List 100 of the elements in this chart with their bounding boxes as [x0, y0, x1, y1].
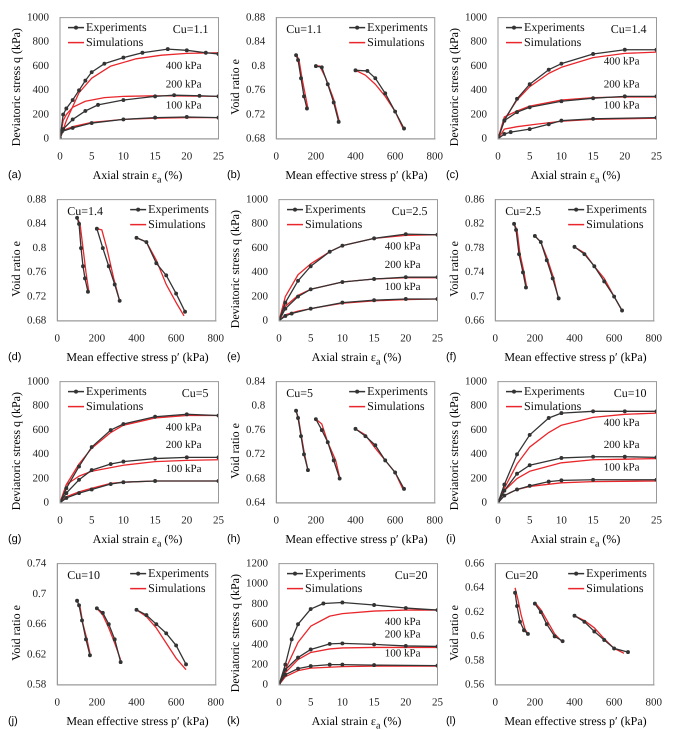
annotation: Cu=1.1 — [172, 22, 208, 36]
y-tick-label: 1000 — [465, 11, 488, 24]
y-tick-label: 0.78 — [465, 242, 485, 254]
x-tick-label: 25 — [213, 150, 224, 162]
y-axis-title: Deviatoric stress q (kPa) — [228, 210, 242, 328]
x-tick-label: 25 — [651, 150, 662, 162]
y-tick-label: 200 — [32, 472, 50, 484]
x-tick-label: 800 — [646, 332, 662, 344]
annotation: Cu=1.4 — [67, 204, 104, 218]
legend-label: Simulations — [367, 398, 425, 413]
x-tick-label: 20 — [400, 696, 412, 708]
x-tick-label: 0 — [492, 696, 498, 708]
x-tick-label: 0 — [57, 150, 64, 162]
x-axis-title: Axial strain ε$_{a}$ (%) — [310, 714, 402, 730]
x-tick-label: 0 — [276, 696, 282, 708]
y-tick-label: 0.62 — [27, 648, 46, 660]
x-axis-title: Axial strain ε$_{a}$ (%) — [92, 168, 184, 186]
x-tick-label: 200 — [308, 150, 325, 162]
legend-label: Experiments — [148, 202, 210, 216]
x-tick-label: 15 — [588, 150, 600, 162]
annotation: 100 kPa — [604, 462, 640, 474]
x-tick-label: 0 — [54, 696, 60, 708]
x-tick-label: 400 — [128, 332, 146, 344]
legend-label: Experiments — [586, 202, 648, 216]
y-axis-title: Void ratio e — [446, 605, 462, 661]
annotation: 200 kPa — [384, 259, 421, 272]
text: (h) — [227, 533, 240, 545]
legend-label: Simulations — [586, 580, 644, 595]
y-tick-label: 0.72 — [246, 108, 266, 120]
text: (b) — [227, 169, 240, 181]
annotation: 100 kPa — [384, 280, 421, 293]
x-tick-label: 20 — [400, 332, 412, 344]
annotation: Cu=10 — [67, 568, 100, 582]
x-tick-label: 600 — [386, 514, 404, 526]
y-tick-label: 0 — [262, 678, 268, 691]
y-axis-title: Deviatoric stress q (kPa) — [8, 28, 24, 146]
y-tick-label: 1000 — [246, 193, 268, 206]
y-tick-label: 0.82 — [465, 218, 484, 230]
x-tick-label: 5 — [308, 696, 314, 708]
x-tick-label: 0 — [492, 332, 498, 344]
annotation: 400 kPa — [166, 421, 202, 434]
x-tick-label: 600 — [606, 332, 623, 344]
x-axis-title: Mean effective stress p′ (kPa) — [284, 168, 429, 183]
x-axis-title: Axial strain ε$_{a}$ (%) — [530, 532, 622, 550]
x-tick-label: 10 — [118, 514, 130, 526]
x-tick-label: 800 — [426, 150, 444, 162]
y-axis-title: Void ratio e — [228, 59, 242, 115]
y-axis-title: Void ratio e — [8, 605, 24, 661]
y-tick-label: 800 — [470, 36, 488, 48]
y-tick-label: 0.68 — [27, 314, 47, 327]
x-axis-title: Mean effective stress p′ (kPa) — [284, 532, 429, 547]
y-tick-label: 0.64 — [465, 582, 485, 594]
legend-label: Experiments — [148, 566, 210, 580]
y-tick-label: 0.84 — [246, 375, 266, 388]
y-tick-label: 200 — [252, 658, 268, 670]
y-tick-label: 600 — [32, 60, 50, 72]
legend-label: Simulations — [86, 34, 144, 49]
x-tick-label: 0 — [54, 332, 60, 344]
annotation: Cu=2.5 — [505, 204, 542, 218]
y-tick-label: 800 — [32, 36, 50, 48]
legend-label: Experiments — [86, 384, 147, 398]
x-tick-label: 400 — [128, 696, 146, 708]
text: (k) — [227, 715, 240, 727]
x-tick-label: 600 — [168, 332, 185, 344]
y-tick-label: 600 — [252, 242, 268, 254]
y-tick-label: 0 — [44, 132, 50, 145]
annotation: 400 kPa — [604, 417, 640, 430]
legend-label: Simulations — [148, 580, 206, 595]
y-tick-label: 0.58 — [465, 654, 485, 666]
y-tick-label: 600 — [470, 424, 488, 436]
x-tick-label: 400 — [566, 332, 584, 344]
x-axis-title: Mean effective stress p′ (kPa) — [65, 350, 210, 365]
legend-label: Simulations — [148, 216, 206, 231]
y-tick-label: 400 — [252, 638, 268, 650]
y-tick-label: 200 — [32, 108, 50, 120]
x-tick-label: 10 — [556, 150, 568, 162]
y-tick-label: 0.68 — [246, 132, 266, 145]
annotation: 200 kPa — [604, 439, 640, 452]
annotation: 200 kPa — [166, 439, 202, 452]
text: (i) — [446, 533, 456, 545]
annotation: Cu=5 — [286, 386, 314, 400]
y-tick-label: 0.8 — [252, 400, 266, 412]
legend-label: Simulations — [586, 216, 644, 231]
x-tick-label: 0 — [274, 514, 280, 526]
y-tick-label: 1000 — [465, 375, 488, 388]
legend-label: Experiments — [305, 202, 366, 216]
text: (e) — [227, 351, 240, 363]
x-tick-label: 600 — [606, 696, 623, 708]
y-axis-title: Void ratio e — [228, 423, 242, 479]
x-tick-label: 20 — [181, 514, 193, 526]
x-tick-label: 400 — [347, 514, 364, 526]
x-tick-label: 15 — [150, 150, 162, 162]
x-axis-title: Mean effective stress p′ (kPa) — [503, 714, 648, 729]
annotation: 400 kPa — [384, 616, 421, 628]
x-tick-label: 10 — [556, 514, 568, 526]
x-tick-label: 20 — [619, 514, 631, 526]
x-tick-label: 5 — [526, 150, 533, 162]
y-tick-label: 800 — [252, 598, 268, 610]
legend-label: Simulations — [367, 34, 425, 49]
x-tick-label: 25 — [213, 514, 224, 526]
